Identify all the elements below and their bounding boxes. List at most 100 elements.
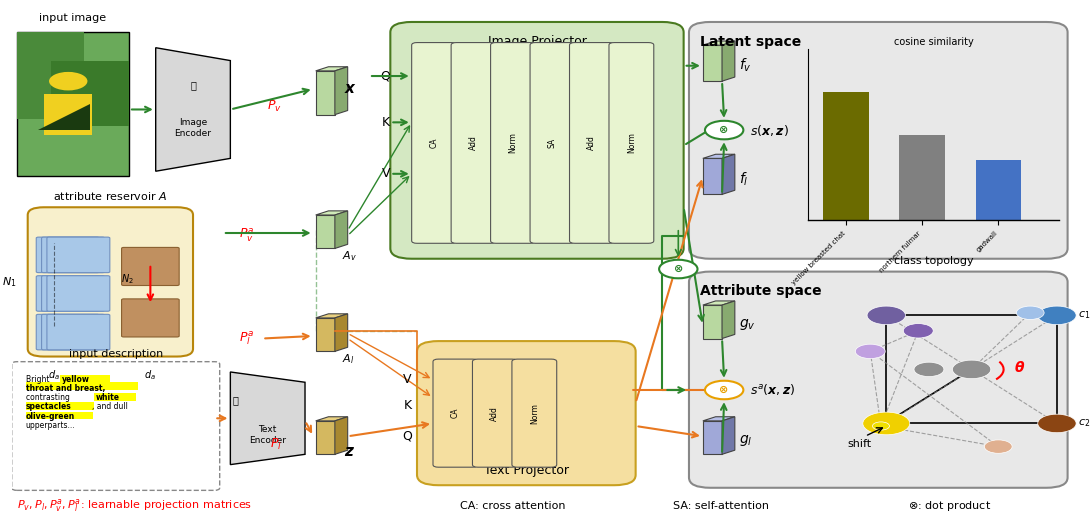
FancyBboxPatch shape — [47, 314, 110, 350]
FancyBboxPatch shape — [47, 237, 110, 272]
Text: $N_1$: $N_1$ — [2, 275, 17, 289]
Text: input image: input image — [39, 13, 107, 23]
FancyBboxPatch shape — [17, 32, 129, 177]
Polygon shape — [722, 301, 735, 339]
Title: cosine similarity: cosine similarity — [893, 37, 974, 47]
Text: $\boldsymbol{\theta}$: $\boldsymbol{\theta}$ — [1014, 360, 1025, 375]
FancyBboxPatch shape — [417, 341, 636, 485]
Text: $P_l$: $P_l$ — [270, 437, 282, 452]
Bar — [975, 161, 1021, 220]
Polygon shape — [703, 421, 722, 454]
FancyBboxPatch shape — [609, 42, 654, 243]
Polygon shape — [703, 154, 735, 159]
Polygon shape — [703, 301, 735, 305]
Text: $N_2$: $N_2$ — [120, 272, 133, 286]
FancyBboxPatch shape — [512, 359, 557, 467]
Polygon shape — [316, 314, 347, 318]
Text: $s^a(\boldsymbol{x}, \boldsymbol{z})$: $s^a(\boldsymbol{x}, \boldsymbol{z})$ — [750, 382, 795, 397]
FancyBboxPatch shape — [473, 359, 518, 467]
Bar — [25, 382, 138, 390]
Circle shape — [873, 422, 890, 430]
Polygon shape — [703, 417, 735, 421]
Polygon shape — [316, 215, 335, 249]
Text: $c_1$: $c_1$ — [1078, 309, 1091, 321]
Circle shape — [984, 440, 1012, 453]
FancyBboxPatch shape — [689, 22, 1068, 258]
FancyBboxPatch shape — [41, 314, 105, 350]
FancyBboxPatch shape — [12, 362, 219, 491]
Polygon shape — [316, 318, 335, 351]
FancyBboxPatch shape — [27, 207, 193, 356]
Text: contrasting: contrasting — [25, 393, 72, 402]
Polygon shape — [335, 314, 347, 351]
Polygon shape — [156, 48, 230, 171]
Text: Text
Encoder: Text Encoder — [249, 425, 286, 444]
Text: 🔒: 🔒 — [233, 395, 239, 405]
Text: $c_2$: $c_2$ — [1078, 418, 1091, 429]
Text: Image
Encoder: Image Encoder — [175, 118, 212, 138]
Circle shape — [705, 121, 744, 139]
Circle shape — [1017, 306, 1044, 320]
Text: upperparts...: upperparts... — [25, 421, 75, 430]
Text: Q: Q — [380, 69, 390, 82]
Circle shape — [660, 260, 698, 278]
Text: attribute reservoir $A$: attribute reservoir $A$ — [54, 190, 167, 202]
Circle shape — [903, 324, 934, 338]
Text: Image Projector: Image Projector — [487, 35, 586, 48]
Bar — [823, 92, 869, 220]
Text: Latent space: Latent space — [700, 35, 800, 49]
Text: spectacles: spectacles — [25, 402, 71, 411]
Bar — [60, 375, 110, 382]
Polygon shape — [38, 104, 90, 130]
Text: $\otimes$: dot product: $\otimes$: dot product — [907, 499, 990, 513]
Polygon shape — [316, 67, 347, 71]
Text: Bright: Bright — [25, 375, 51, 383]
Text: class topology: class topology — [894, 256, 974, 266]
Text: $\boldsymbol{x}$: $\boldsymbol{x}$ — [344, 81, 357, 96]
Polygon shape — [335, 211, 347, 249]
Text: Add: Add — [470, 136, 478, 150]
Bar — [17, 32, 84, 119]
FancyBboxPatch shape — [490, 42, 535, 243]
Text: shift: shift — [847, 439, 871, 449]
Text: 🔒: 🔒 — [190, 80, 195, 90]
Text: CA: CA — [451, 408, 460, 419]
Text: throat and breast,: throat and breast, — [25, 384, 105, 393]
Text: $P_v, P_l, P_v^a, P_l^a$: learnable projection matrices: $P_v, P_l, P_v^a, P_l^a$: learnable proj… — [17, 497, 252, 514]
Text: , and dull: , and dull — [92, 402, 128, 411]
Text: SA: SA — [548, 138, 557, 148]
FancyBboxPatch shape — [570, 42, 615, 243]
Bar — [94, 393, 136, 401]
FancyBboxPatch shape — [36, 276, 99, 311]
Bar — [25, 412, 93, 420]
Text: Attribute space: Attribute space — [700, 284, 821, 298]
Text: Add: Add — [490, 406, 499, 421]
Text: $d_a$: $d_a$ — [144, 368, 156, 382]
Bar — [900, 135, 945, 220]
Text: $g_v$: $g_v$ — [739, 317, 756, 332]
Polygon shape — [703, 45, 722, 81]
Polygon shape — [230, 372, 305, 465]
Text: $g_l$: $g_l$ — [739, 433, 752, 448]
Text: yellow: yellow — [62, 375, 90, 383]
Polygon shape — [335, 67, 347, 114]
Circle shape — [914, 362, 943, 377]
Circle shape — [1037, 414, 1076, 433]
FancyBboxPatch shape — [390, 22, 684, 258]
Polygon shape — [316, 211, 347, 215]
Text: Norm: Norm — [627, 133, 636, 153]
Polygon shape — [316, 417, 347, 421]
Bar — [50, 61, 129, 126]
Polygon shape — [722, 417, 735, 454]
Circle shape — [863, 412, 910, 435]
Polygon shape — [44, 94, 92, 135]
Text: ⊗: ⊗ — [674, 264, 682, 274]
Text: ⊗: ⊗ — [720, 385, 728, 395]
Text: $f_v$: $f_v$ — [739, 57, 752, 75]
Polygon shape — [703, 159, 722, 194]
Circle shape — [867, 306, 905, 325]
Text: $P_l^a$: $P_l^a$ — [239, 329, 254, 348]
Text: input description: input description — [69, 349, 163, 359]
Text: $P_v^a$: $P_v^a$ — [239, 227, 254, 244]
FancyBboxPatch shape — [36, 314, 99, 350]
